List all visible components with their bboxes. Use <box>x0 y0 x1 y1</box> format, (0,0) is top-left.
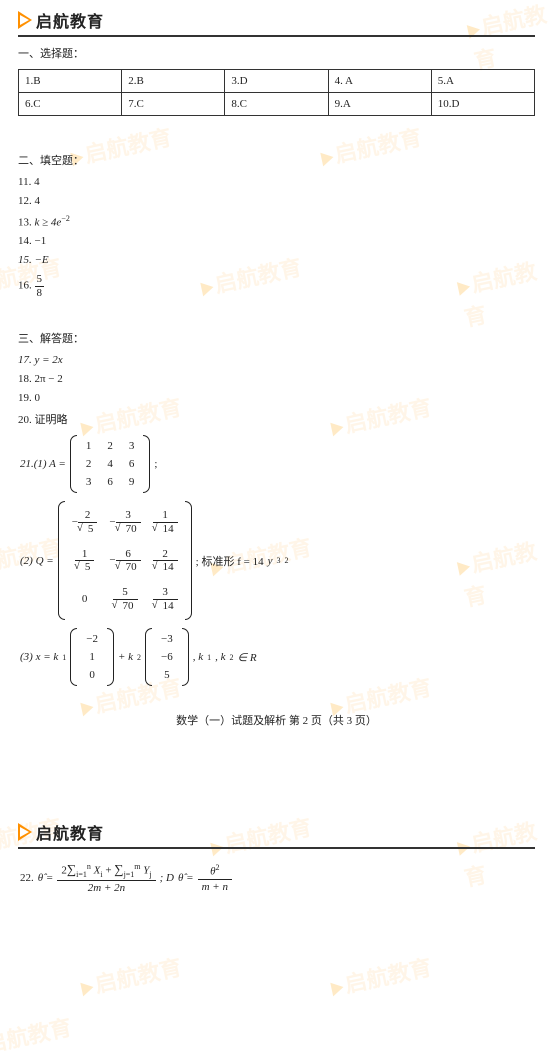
cell: 3.D <box>225 69 328 92</box>
q21-matA: 123246369 <box>70 435 151 493</box>
q16-prefix: 16. <box>18 280 35 292</box>
q21-2-mid: ; 标准形 f = 14 <box>196 553 264 569</box>
cell: 8.C <box>225 92 328 115</box>
cell: 6.C <box>19 92 122 115</box>
q21-vec2: −3−65 <box>145 628 189 686</box>
choice-answer-table: 1.B 2.B 3.D 4. A 5.A 6.C 7.C 8.C 9.A 10.… <box>18 69 535 116</box>
header-rule <box>18 35 535 37</box>
logo-text: 启航教育 <box>36 8 104 32</box>
q21-2-ysub: 3 <box>276 556 280 565</box>
q21-3-label: (3) x = k <box>20 651 58 663</box>
table-row: 1.B 2.B 3.D 4. A 5.A <box>19 69 535 92</box>
q17: 17. y = 2x <box>18 354 535 366</box>
q21-1: 21.(1) A = 123246369 ; <box>18 435 535 493</box>
q21-vec1: −210 <box>70 628 114 686</box>
q21-1-tail: ; <box>154 458 157 470</box>
section-blank-title: 二、填空题： <box>18 152 535 168</box>
q16: 16. 5 8 <box>18 273 535 299</box>
cell: 1.B <box>19 69 122 92</box>
cell: 10.D <box>431 92 534 115</box>
tail-k2sub: 2 <box>230 653 234 662</box>
logo-triangle-icon <box>18 11 32 29</box>
q21-matQ: −25−37011415−6702140570314 <box>58 501 192 620</box>
q21-3-plus: + k <box>118 651 133 663</box>
q22-num1: 2∑i=1n Xi + ∑j=1m Yj <box>57 861 155 881</box>
q21-2-ysup: 2 <box>284 556 288 565</box>
cell: 5.A <box>431 69 534 92</box>
q18: 18. 2π − 2 <box>18 373 535 385</box>
q20: 20. 证明略 <box>18 411 535 427</box>
q16-fraction: 5 8 <box>35 273 45 299</box>
section-answer-title: 三、解答题： <box>18 330 535 346</box>
tail-k1sub: 1 <box>207 653 211 662</box>
q22-den2: m + n <box>198 880 232 895</box>
tail-comma: , k <box>215 651 225 663</box>
q13: 13. k ≥ 4e−2 <box>18 214 535 229</box>
header-logo: 启航教育 <box>18 0 535 32</box>
tail-in: ∈ R <box>238 651 257 664</box>
watermark: 启航教育 <box>0 1010 74 1062</box>
q13-expr: k ≥ 4e <box>35 216 62 228</box>
q19: 19. 0 <box>18 392 535 404</box>
cell: 2.B <box>122 69 225 92</box>
watermark: 启航教育 <box>328 950 434 1003</box>
q14: 14. −1 <box>18 235 535 247</box>
q22-den1: 2m + 2n <box>57 881 155 896</box>
page-footer: 数学（一）试题及解析 第 2 页（共 3 页） <box>18 712 535 728</box>
q12: 12. 4 <box>18 195 535 207</box>
header-rule-2 <box>18 847 535 849</box>
q22-theta: θ̂ = <box>38 872 54 884</box>
q13-exp: −2 <box>61 214 70 223</box>
q21-3-k1sub: 1 <box>62 653 66 662</box>
logo-text: 启航教育 <box>36 820 104 844</box>
q22-num2: θ2 <box>198 862 232 880</box>
q16-den: 8 <box>35 287 45 300</box>
q22: 22. θ̂ = 2∑i=1n Xi + ∑j=1m Yj 2m + 2n ; … <box>18 861 535 896</box>
cell: 9.A <box>328 92 431 115</box>
q15: 15. −E <box>18 254 535 266</box>
section-choice-title: 一、选择题： <box>18 45 535 61</box>
header-logo-2: 启航教育 <box>18 812 535 844</box>
cell: 4. A <box>328 69 431 92</box>
q22-sep: ; D <box>160 872 174 884</box>
q22-frac1: 2∑i=1n Xi + ∑j=1m Yj 2m + 2n <box>57 861 155 896</box>
q21-3-tail: , k <box>193 651 203 663</box>
q21-3-k2sub: 2 <box>137 653 141 662</box>
q16-num: 5 <box>35 273 45 287</box>
q11: 11. 4 <box>18 176 535 188</box>
q21-2-y: y <box>268 555 273 567</box>
q21-1-label: 21.(1) A = <box>20 458 66 470</box>
cell: 7.C <box>122 92 225 115</box>
logo-triangle-icon <box>18 823 32 841</box>
table-row: 6.C 7.C 8.C 9.A 10.D <box>19 92 535 115</box>
q21-2: (2) Q = −25−37011415−6702140570314 ; 标准形… <box>18 501 535 620</box>
q21-3: (3) x = k 1 −210 + k 2 −3−65 , k 1 , k 2 ∈ R <box>18 628 535 686</box>
watermark: 启航教育 <box>78 950 184 1003</box>
q13-prefix: 13. <box>18 216 35 228</box>
q21-2-label: (2) Q = <box>20 555 54 567</box>
q22-label: 22. <box>20 872 34 884</box>
q22-theta2: θ̂ = <box>178 872 194 884</box>
q22-frac2: θ2 m + n <box>198 862 232 895</box>
